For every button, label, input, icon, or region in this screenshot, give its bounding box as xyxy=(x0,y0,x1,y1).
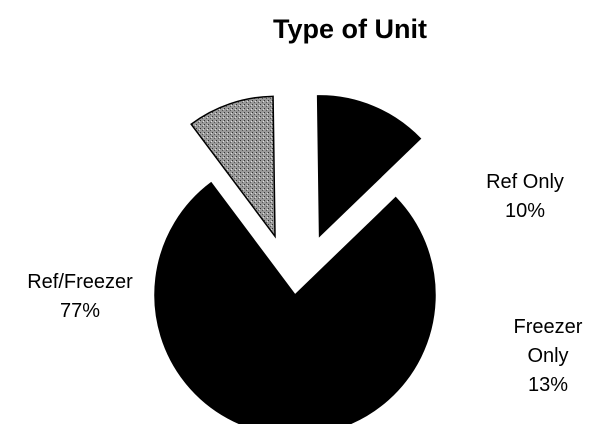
value-label: 10% xyxy=(504,200,546,222)
chart-title: Type of Unit xyxy=(273,14,427,44)
value-label: 77% xyxy=(59,300,101,322)
value-label: 13% xyxy=(527,374,569,396)
slice-label: Ref Only 10% xyxy=(486,168,564,226)
pie-slice xyxy=(316,95,422,238)
category-label: Ref/Freezer xyxy=(27,271,133,293)
slice-label: Freezer Only 13% xyxy=(513,313,583,400)
slice-label: Ref/Freezer 77% xyxy=(27,268,133,326)
pie-slice xyxy=(190,95,276,239)
category-label: Ref Only xyxy=(486,171,564,193)
pie-slice xyxy=(154,181,436,424)
category-label: Freezer Only xyxy=(513,316,583,367)
